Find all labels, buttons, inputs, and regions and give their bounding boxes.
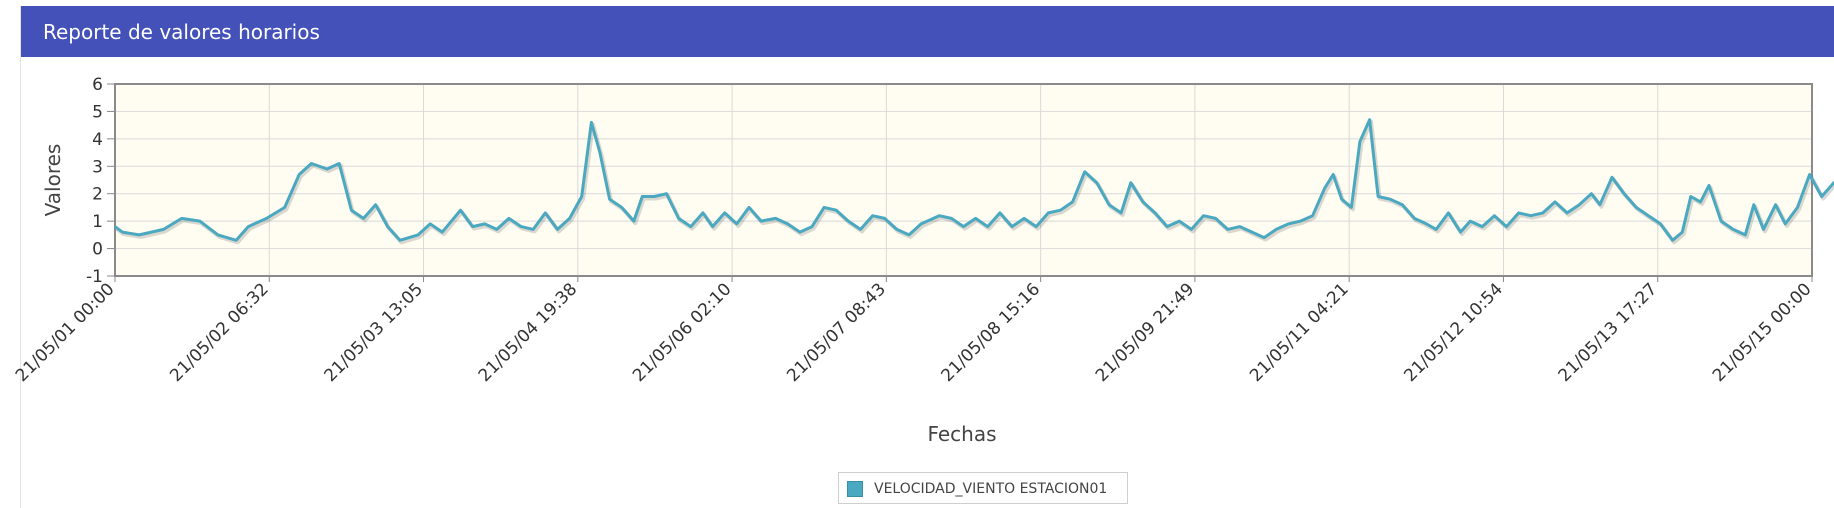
chart-legend[interactable]: VELOCIDAD_VIENTO ESTACION01 (838, 472, 1128, 504)
legend-series-label: VELOCIDAD_VIENTO ESTACION01 (874, 481, 1108, 497)
x-tick-label: 21/05/09 21:49 (1092, 279, 1199, 386)
series-line (114, 118, 1834, 242)
plot-area (115, 84, 1812, 276)
x-tick-label: 21/05/01 00:00 (12, 279, 119, 386)
x-tick-label: 21/05/06 02:10 (629, 279, 736, 386)
y-tick-label: 2 (92, 185, 103, 205)
x-tick-label: 21/05/03 13:05 (320, 279, 427, 386)
y-axis-title: Valores (41, 144, 65, 217)
y-tick-label: 1 (92, 212, 103, 232)
x-axis-title: Fechas (927, 422, 996, 446)
x-tick-label: 21/05/15 00:00 (1709, 279, 1816, 386)
x-tick-label: 21/05/13 17:27 (1555, 279, 1662, 386)
x-tick-label: 21/05/04 19:38 (475, 279, 582, 386)
x-tick-label: 21/05/11 04:21 (1246, 279, 1353, 386)
x-tick-label: 21/05/02 06:32 (166, 279, 273, 386)
y-tick-label: 6 (92, 75, 103, 95)
x-tick-label: 21/05/12 10:54 (1400, 279, 1507, 386)
panel-title: Reporte de valores horarios (43, 20, 320, 44)
series-line-shadow (115, 119, 1834, 245)
y-tick-label: 0 (92, 240, 103, 260)
panel-header: Reporte de valores horarios (21, 6, 1834, 57)
x-tick-label: 21/05/08 15:16 (938, 279, 1045, 386)
y-tick-label: 4 (92, 130, 103, 150)
y-tick-label: -1 (86, 267, 103, 287)
y-tick-label: 5 (92, 102, 103, 122)
legend-swatch (847, 481, 863, 497)
x-tick-label: 21/05/07 08:43 (783, 279, 890, 386)
y-tick-label: 3 (92, 157, 103, 177)
